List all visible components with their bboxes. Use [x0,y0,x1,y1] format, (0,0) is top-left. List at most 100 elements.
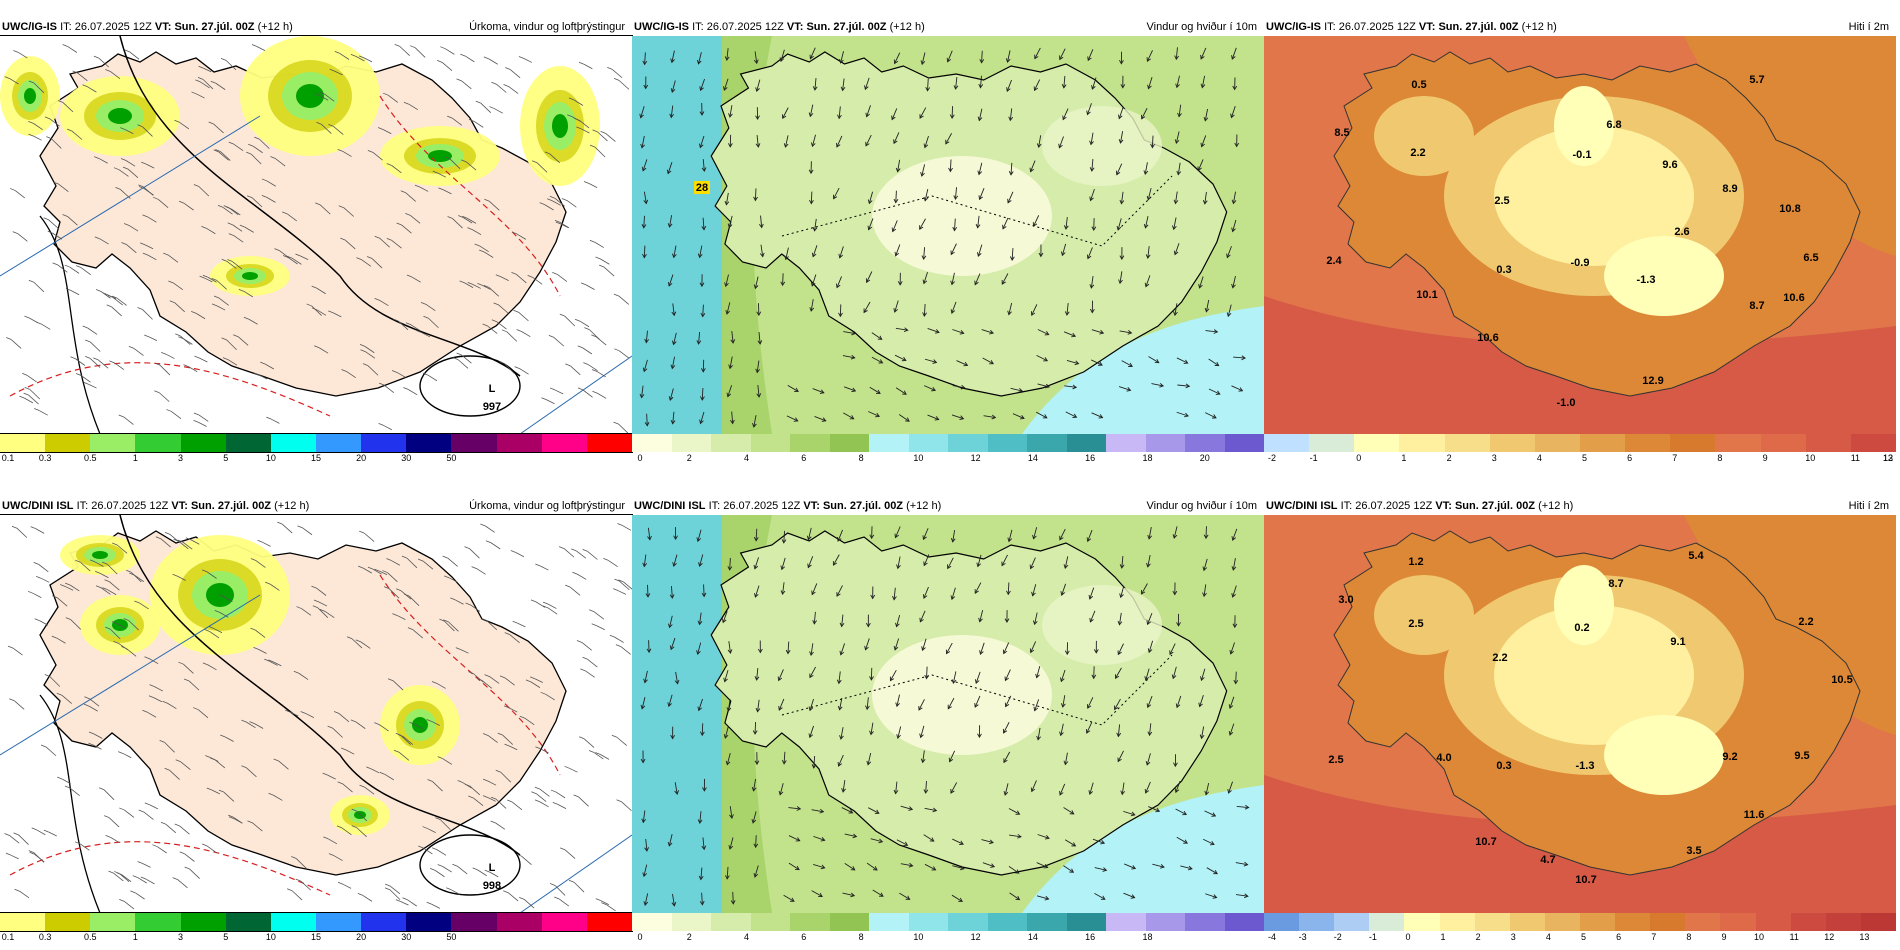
temperature-value-label: 9.5 [1794,750,1809,762]
temperature-value-label: 10.6 [1477,332,1498,344]
colorbar-tick-label: 0.1 [1,932,15,942]
colorbar-tick-label: -1 [1309,453,1318,463]
colorbar-tick-label: 3 [178,453,184,463]
model-name: UWC/DINI ISL [1266,500,1338,512]
colorbar-tick-label: 4 [744,453,750,463]
colorbar-tick-label: 3 [178,932,184,942]
colorbar-swatch [1334,913,1370,931]
colorbar-swatch [135,434,181,452]
colorbar-tick-label: 30 [401,932,412,942]
colorbar-tick-label: 0.1 [1,453,15,463]
colorbar-swatch [406,913,452,931]
colorbar-ticks: 0 2 4 6 8 10 12 14 16 18 [632,931,1264,945]
lead-time: (+12 h) [906,500,942,512]
temperature-value-label: 10.1 [1416,289,1437,301]
colorbar-swatch [1224,913,1264,931]
colorbar-swatch [1790,913,1826,931]
init-time-label: IT: [76,500,89,512]
init-time: 26.07.2025 12Z [706,21,784,33]
colorbar-swatch [315,434,362,452]
colorbar-ticks: -4 -3 -2 -1 0 1 2 3 4 5 6 7 8 9 10 11 12 13 [1264,931,1896,945]
colorbar-swatch [496,434,542,452]
map-panel-wind-dini: UWC/DINI ISL IT: 26.07.2025 12Z VT: Sun.… [632,495,1264,949]
map-canvas: L 997 [0,36,632,434]
colorbar-swatch [225,913,271,931]
colorbar [0,433,633,453]
colorbar-ticks: 0 2 4 6 8 10 12 14 16 18 20 [632,452,1264,466]
colorbar-swatch [586,434,632,452]
map-canvas: 1.2 5.4 3.0 8.7 2.5 0.2 2.2 2.2 9.1 10.5 2.5 4.0 0.3… [1264,515,1896,913]
colorbar-swatch [1670,434,1716,452]
colorbar-swatch [1224,434,1264,452]
weather-map[interactable]: 1.2 5.4 3.0 8.7 2.5 0.2 2.2 2.2 9.1 10.5 2.5 4.0 0.3… [1264,515,1896,913]
weather-map[interactable]: L 998 [0,514,633,914]
valid-time: VT: Sun. 27.júl. 00Z [1435,500,1536,512]
colorbar-swatch [1185,434,1225,452]
valid-time: VT: Sun. 27.júl. 00Z [786,21,887,33]
temperature-value-label: 4.7 [1540,854,1555,866]
pressure-value-label: 997 [483,401,501,413]
colorbar-swatch [1404,913,1440,931]
colorbar-swatch [1489,434,1535,452]
colorbar-swatch [1474,913,1510,931]
temperature-value-label: 2.2 [1492,652,1507,664]
colorbar-tick-label: 4 [1545,932,1551,942]
init-time: 26.07.2025 12Z [91,500,169,512]
colorbar-tick-label: 4 [1536,453,1542,463]
colorbar-tick-label: -2 [1333,932,1342,942]
colorbar-tick-label: 18 [1142,453,1153,463]
colorbar-tick-label: 1 [1401,453,1407,463]
weather-map[interactable]: 28 [632,36,1264,434]
colorbar-swatch [45,913,91,931]
colorbar-swatch [451,434,497,452]
colorbar-swatch [711,434,751,452]
colorbar-swatch [1369,913,1405,931]
parameter-name: Vindur og hviður í 10m [1146,500,1257,512]
temperature-value-label: 2.2 [1798,616,1813,628]
colorbar-swatch [0,434,46,452]
colorbar-tick-label: -1 [1368,932,1377,942]
valid-time: VT: Sun. 27.júl. 00Z [171,500,272,512]
temperature-value-label: 2.5 [1408,618,1423,630]
temperature-value-label: 10.7 [1475,836,1496,848]
colorbar-swatch [1299,913,1335,931]
colorbar-swatch [135,913,181,931]
colorbar-swatch [1145,913,1185,931]
colorbar-tick-label: 3 [1491,453,1497,463]
colorbar-swatch [45,434,91,452]
temperature-value-label: 12.9 [1642,375,1663,387]
init-time-label: IT: [60,21,72,33]
colorbar-tick-label: 11 [1789,932,1799,942]
colorbar-swatch [829,913,869,931]
temperature-value-label: -1.3 [1576,760,1595,772]
init-time: 26.07.2025 12Z [1338,21,1416,33]
weather-map[interactable] [632,515,1264,913]
colorbar-tick-label: 20 [356,453,367,463]
map-panel-temp-dini: UWC/DINI ISL IT: 26.07.2025 12Z VT: Sun.… [1264,495,1896,949]
init-time-label: IT: [708,500,721,512]
colorbar-tick-label: 13 [1882,453,1894,463]
colorbar-swatch [948,434,988,452]
temperature-value-label: 2.2 [1410,147,1425,159]
model-name: UWC/IG-IS [2,21,57,33]
colorbar-swatch [1579,434,1626,452]
weather-map[interactable]: L 997 [0,35,633,435]
panel-title: UWC/DINI ISL IT: 26.07.2025 12Z VT: Sun.… [634,499,1259,513]
lead-time: (+12 h) [1521,21,1557,33]
colorbar-tick-label: 3 [1510,932,1516,942]
weather-map[interactable]: 0.5 5.7 8.5 2.2 6.8 -0.1 9.6 8.9 2.5 10.8 2.6 2.4 0.… [1264,36,1896,434]
colorbar-tick-label: -4 [1267,932,1277,942]
colorbar-swatch [908,434,948,452]
colorbar [632,434,1264,452]
colorbar-tick-label: 14 [1027,932,1038,942]
temperature-value-label: 6.8 [1606,119,1621,131]
colorbar-swatch [790,913,830,931]
colorbar-swatch [1755,913,1791,931]
temperature-value-label: -1.0 [1557,397,1576,409]
colorbar [1264,913,1896,931]
temperature-value-label: 10.7 [1575,874,1596,886]
temperature-value-label: 10.5 [1831,674,1852,686]
colorbar-tick-label: 0.5 [84,453,97,463]
temperature-value-label: -0.9 [1571,257,1590,269]
colorbar [0,912,633,932]
